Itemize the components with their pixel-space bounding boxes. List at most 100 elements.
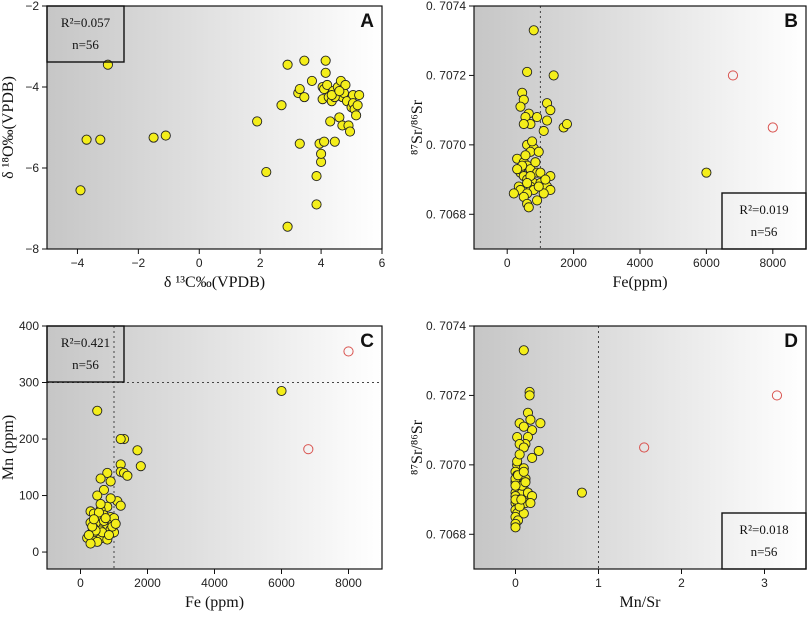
y-axis-label: Mn (ppm) <box>0 415 17 480</box>
data-point <box>520 477 531 488</box>
data-point <box>100 513 111 524</box>
y-axis-label: δ ¹⁸O‰(VPDB) <box>0 76 17 179</box>
y-tick-label: 0. 7072 <box>426 68 466 82</box>
r-squared-label: R²=0.421 <box>61 335 110 350</box>
panel-c: 0 2000 4000 6000 8000 0 100 200 300 400 Fe (ppm) Mn… <box>0 319 383 611</box>
data-point <box>160 130 171 141</box>
y-tick-label: −4 <box>25 80 39 94</box>
data-point <box>514 449 525 460</box>
data-point <box>527 136 538 147</box>
data-point <box>510 522 521 533</box>
x-tick-label: 3 <box>761 576 768 590</box>
sample-count-label: n=56 <box>72 357 99 372</box>
x-axis-label: Fe (ppm) <box>185 594 244 611</box>
data-point <box>102 467 113 478</box>
data-point <box>524 390 535 401</box>
x-tick-label: 0 <box>504 256 511 270</box>
x-tick-label: 2000 <box>134 576 161 590</box>
y-tick-label: 400 <box>19 319 39 333</box>
data-point <box>518 421 529 432</box>
y-tick-label: 0. 7068 <box>426 207 466 221</box>
outlier-point <box>639 442 650 453</box>
panel-background-shade <box>47 6 382 249</box>
stats-box <box>721 192 807 250</box>
data-point <box>294 138 305 149</box>
data-point <box>329 136 340 147</box>
data-point <box>533 146 544 157</box>
y-axis-label: ⁸⁷Sr/⁸⁶Sr <box>409 99 426 155</box>
data-point <box>525 497 536 509</box>
data-point <box>320 67 331 78</box>
data-point <box>540 174 551 185</box>
plot-frame <box>473 325 807 570</box>
data-point <box>115 500 126 511</box>
data-point <box>322 79 333 91</box>
data-point <box>576 487 587 498</box>
data-point <box>95 498 106 510</box>
data-point <box>527 452 538 463</box>
data-point <box>541 115 553 126</box>
data-point <box>533 181 544 192</box>
data-point <box>85 538 96 549</box>
x-tick-label: 0 <box>77 576 84 590</box>
data-point <box>510 480 521 491</box>
outlier-point <box>727 70 739 81</box>
sample-count-label: n=56 <box>72 37 99 52</box>
data-point <box>105 476 116 487</box>
outlier-point <box>767 122 778 133</box>
data-point <box>522 66 533 78</box>
data-point <box>135 461 146 472</box>
data-point <box>311 199 322 210</box>
data-point <box>132 445 143 456</box>
data-point <box>320 55 331 66</box>
sample-count-label: n=56 <box>751 544 778 559</box>
data-point <box>533 445 544 457</box>
x-tick-label: 6 <box>379 256 386 270</box>
y-tick-label: 0. 7070 <box>426 138 466 152</box>
stats-box <box>46 325 125 383</box>
y-tick-label: 0. 7070 <box>426 458 466 472</box>
data-point <box>354 90 365 101</box>
data-point <box>523 202 534 213</box>
data-point <box>530 157 541 168</box>
data-point <box>325 116 336 127</box>
data-point <box>103 530 115 541</box>
y-axis-label: ⁸⁷Sr/⁸⁶Sr <box>409 419 426 475</box>
outlier-point <box>771 390 783 401</box>
x-tick-label: 4 <box>318 256 325 270</box>
data-point <box>515 101 526 112</box>
panel-a: −4 −2 0 2 4 6 −8 −6 −4 −2 δ ¹³C‰(VPDB) δ ¹⁸O‰(VPDB)… <box>0 0 386 291</box>
r-squared-label: R²=0.057 <box>61 15 111 30</box>
data-point <box>520 150 531 161</box>
panel-d: 0 1 2 3 0. 7068 0. 7070 0. 7072 0. 7074 Mn/Sr ⁸⁷S… <box>409 319 807 611</box>
data-point <box>512 164 523 175</box>
x-tick-label: −2 <box>132 256 146 270</box>
x-axis-label: Mn/Sr <box>620 594 662 611</box>
data-point <box>701 167 712 178</box>
x-tick-label: 8000 <box>335 576 362 590</box>
y-tick-label: 300 <box>19 376 39 390</box>
panel-letter: D <box>784 331 798 352</box>
outlier-point <box>303 444 314 455</box>
x-axis-label: δ ¹³C‰(VPDB) <box>164 274 265 291</box>
x-tick-label: 2000 <box>560 256 587 270</box>
data-point <box>316 148 327 159</box>
data-point <box>110 518 121 529</box>
data-point <box>535 167 546 178</box>
data-point <box>319 136 330 147</box>
stats-box <box>46 5 125 63</box>
panel-b: 0 2000 4000 6000 8000 0. 7068 0. 7070 0. 7072 0.… <box>409 0 807 291</box>
data-point <box>545 105 556 116</box>
data-point <box>276 100 287 111</box>
x-tick-label: −4 <box>71 256 85 270</box>
y-tick-label: 100 <box>19 489 39 503</box>
data-point <box>532 195 543 206</box>
data-point <box>261 166 272 178</box>
data-point <box>83 530 94 541</box>
data-point <box>334 86 345 97</box>
data-point <box>518 466 529 477</box>
y-tick-label: 0. 7072 <box>426 388 466 402</box>
x-tick-label: 4000 <box>201 576 228 590</box>
data-point <box>115 433 126 445</box>
